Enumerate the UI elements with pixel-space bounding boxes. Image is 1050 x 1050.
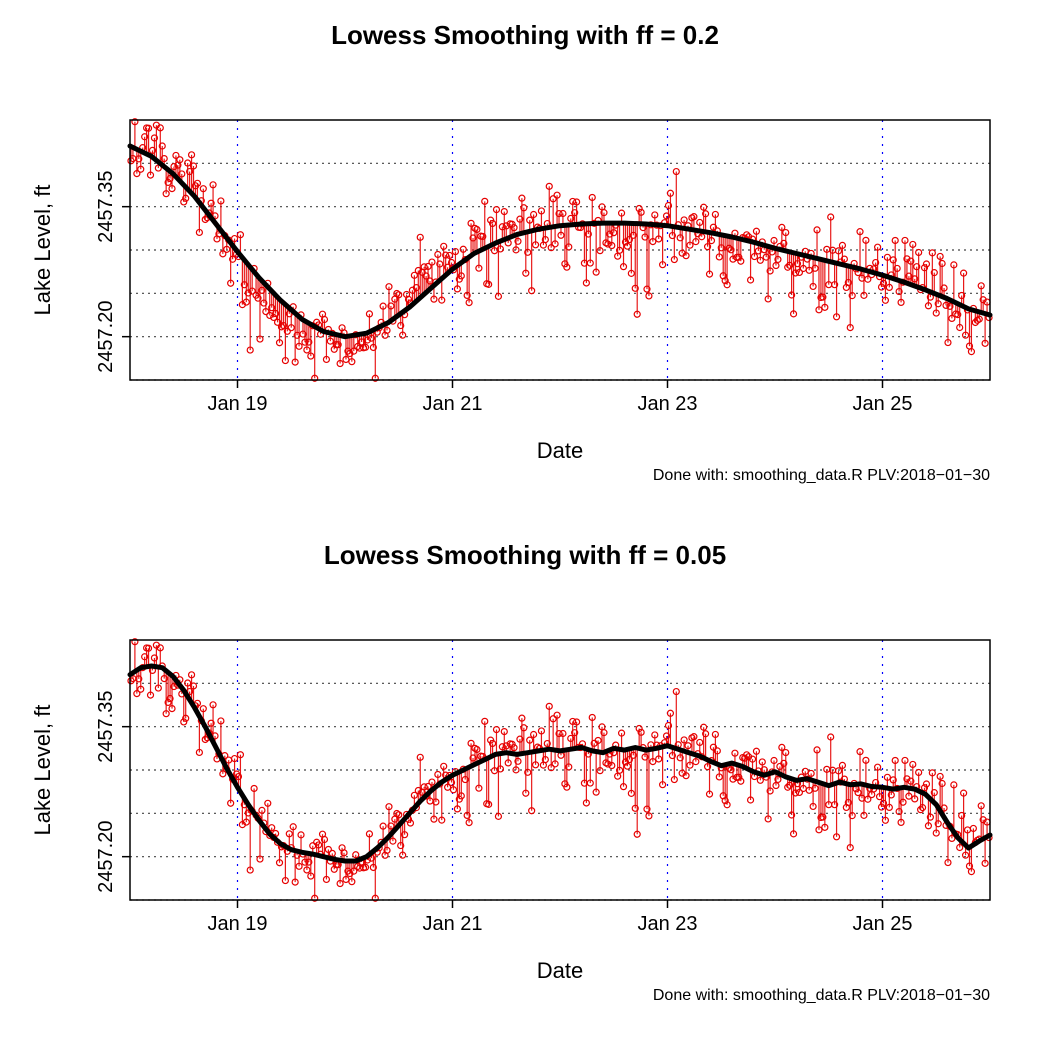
x-tick-label: Jan 21 — [422, 393, 482, 415]
x-tick-label: Jan 23 — [637, 913, 697, 935]
x-axis-label: Date — [537, 438, 583, 463]
y-tick-label: 2457.35 — [95, 171, 117, 243]
chart-title-2: Lowess Smoothing with ff = 0.05 — [0, 540, 1050, 571]
chart-panel-2: Lowess Smoothing with ff = 0.05 Jan 19 Ja… — [0, 540, 1050, 1020]
y-tick-label: 2457.20 — [95, 301, 117, 373]
x-tick-label: Jan 25 — [852, 393, 912, 415]
chart-panel-1: Lowess Smoothing with ff = 0.2 Jan 19 Jan… — [0, 20, 1050, 500]
x-tick-label: Jan 19 — [207, 393, 267, 415]
chart-caption: Done with: smoothing_data.R PLV:2018−01−… — [653, 987, 990, 1004]
chart-svg: Jan 19 Jan 21 Jan 23 Jan 25 2457.20 2457.35 Da… — [0, 50, 1050, 530]
page: Lowess Smoothing with ff = 0.2 Jan 19Jan… — [0, 0, 1050, 1050]
y-axis-label: Lake Level, ft — [30, 185, 55, 316]
x-axis-label: Date — [537, 958, 583, 983]
y-axis-label: Lake Level, ft — [30, 705, 55, 836]
chart-caption: Done with: smoothing_data.R PLV:2018−01−… — [653, 467, 990, 484]
y-tick-label: 2457.35 — [95, 691, 117, 763]
x-tick-label: Jan 23 — [637, 393, 697, 415]
x-tick-label: Jan 19 — [207, 913, 267, 935]
chart-svg: Jan 19 Jan 21 Jan 23 Jan 25 2457.20 2457.35 Da… — [0, 570, 1050, 1050]
x-tick-label: Jan 25 — [852, 913, 912, 935]
y-tick-label: 2457.20 — [95, 821, 117, 893]
x-tick-label: Jan 21 — [422, 913, 482, 935]
chart-title-1: Lowess Smoothing with ff = 0.2 — [0, 20, 1050, 51]
